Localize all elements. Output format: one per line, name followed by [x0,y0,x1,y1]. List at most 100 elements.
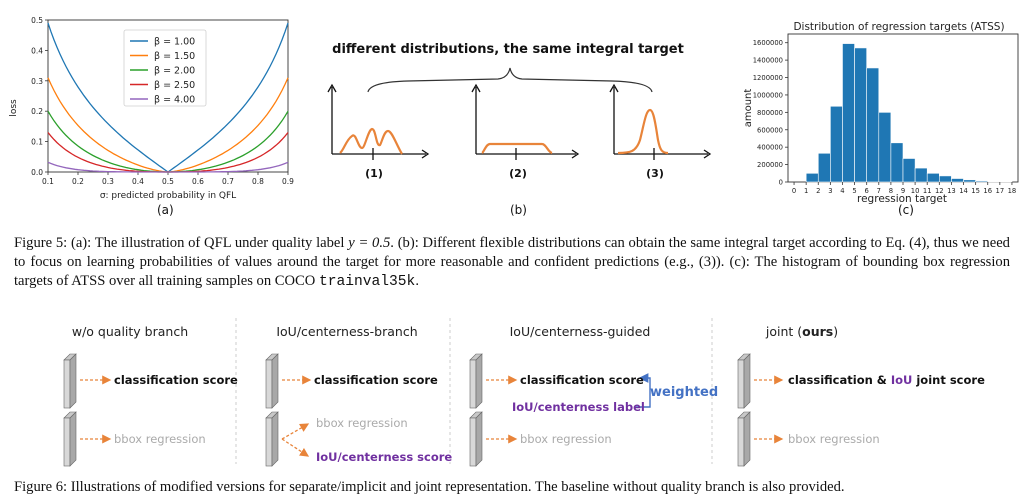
x-tick-label: 0.3 [102,177,114,186]
y-tick-label: 0.2 [31,107,43,116]
x-tick-label: 5 [852,187,856,195]
histogram-bar [866,67,880,183]
x-tick-label: 4 [840,187,844,195]
histogram-bar [890,142,904,183]
distribution-1-curve [339,127,403,155]
figure-6-graphics [63,353,784,467]
x-tick-label: 9 [901,187,905,195]
series-line [47,132,289,173]
x-tick-label: 10 [911,187,920,195]
legend-box [123,29,207,107]
f6-col2-extra: IoU/centerness score [316,450,453,464]
legend-entry: β = 2.00 [154,66,195,77]
f6-col4-cls-post: joint score [912,373,985,387]
distribution-3 [609,83,712,160]
x-tick-label: 17 [996,187,1005,195]
caption-5-lead: Figure 5: (a): The illustration of QFL u… [14,235,349,251]
panel-c-label: (c) [898,203,914,217]
x-tick-label: 1 [804,187,808,195]
f6-col4-cls-pre: classification & [788,373,891,387]
f6-col2-box: bbox regression [316,416,408,430]
caption-5-rest: . (b): Different flexible distributions … [14,235,1010,289]
caption-5-code: trainval35k [318,274,416,290]
histogram-bar [805,172,819,183]
x-tick-label: 3 [828,187,832,195]
qfl-loss-chart: 0.1 0.2 0.3 0.4 0.5 0.6 0.7 0.8 0.90.00.10.20.30… [9,16,294,201]
figure-5-caption: Figure 5: (a): The illustration of QFL u… [14,234,1010,292]
y-tick-label: 600000 [757,126,783,134]
sub-label-2: (2) [509,167,527,180]
x-tick-label: 11 [923,187,932,195]
histogram-bar [878,112,892,183]
chart-c-title: Distribution of regression targets (ATSS… [793,21,1004,33]
y-tick-label: 0 [779,179,783,187]
feature-map-icon [265,353,279,409]
caption-5-end: . [415,273,419,289]
feature-map-icon [265,411,279,467]
x-tick-label: 0.9 [282,177,294,186]
f6-col3-box: bbox regression [520,432,612,446]
x-tick-label: 0.2 [72,177,84,186]
figure-6-caption: Figure 6: Illustrations of modified vers… [14,479,845,495]
y-tick-label: 1200000 [753,74,783,82]
histogram-bar [842,43,855,183]
x-tick-label: 2 [816,187,820,195]
regression-target-histogram: Distribution of regression targets (ATSS… [743,21,1019,205]
weighted-bracket [636,373,651,408]
caption-5-math: y = 0.5 [348,235,391,251]
y-tick-label: 0.4 [31,46,43,55]
histogram-bar [830,105,843,183]
histogram-bar [854,47,867,183]
f6-col2-cls: classification score [314,373,438,387]
histogram-bar [914,167,928,183]
histogram-bar [987,181,1001,183]
f6-col4-cls-iou: IoU [890,373,913,387]
sub-label-1: (1) [365,167,383,180]
series-line [47,161,289,173]
f6-col3-weighted: weighted [650,385,719,400]
f6-col3-cls: classification score [520,373,644,387]
chart-a-ylabel: loss [9,99,19,117]
f6-col4-cls: classification & IoU joint score [788,373,985,387]
x-tick-label: 8 [889,187,893,195]
histogram-bar [975,180,989,183]
x-tick-label: 18 [1008,187,1017,195]
f6-col4-title-bold: ours [802,324,834,339]
f6-col3-title: IoU/centerness-guided [509,324,651,339]
f6-col4-box: bbox regression [788,432,880,446]
x-tick-label: 12 [935,187,944,195]
x-tick-label: 13 [947,187,956,195]
f6-col1-box: bbox regression [114,432,206,446]
legend-entry: β = 4.00 [154,95,195,106]
x-tick-label: 14 [959,187,968,195]
f6-col4-title-pre: joint ( [765,324,803,339]
sub-label-3: (3) [646,167,664,180]
histogram-bar [963,179,976,183]
histogram-bar [926,172,940,183]
f6-col1-cls: classification score [114,373,238,387]
feature-map-icon [469,353,483,409]
chart-c-ylabel: amount [743,89,754,128]
chart-a-xlabel: σ: predicted probability in QFL [100,191,236,201]
y-tick-label: 0.3 [31,77,43,86]
y-tick-label: 200000 [757,161,783,169]
x-tick-label: 0.5 [162,177,174,186]
x-tick-label: 7 [877,187,881,195]
f6-col4-title-post: ) [833,324,839,339]
distribution-2-curve [481,142,553,155]
legend-entry: β = 1.00 [154,37,195,48]
curly-brace [367,67,653,93]
distribution-2 [471,83,580,160]
y-tick-label: 0.5 [31,16,43,25]
y-tick-label: 1000000 [753,91,783,99]
panel-a-label: (a) [157,203,174,217]
x-tick-label: 0 [792,187,796,195]
distribution-3-curve [617,108,669,155]
y-tick-label: 400000 [757,144,783,152]
x-tick-label: 16 [983,187,992,195]
y-tick-label: 800000 [757,109,783,117]
x-tick-label: 0.6 [192,177,204,186]
feature-map-icon [737,411,751,467]
legend-entry: β = 1.50 [154,51,195,62]
panel-b-label: (b) [510,203,527,217]
